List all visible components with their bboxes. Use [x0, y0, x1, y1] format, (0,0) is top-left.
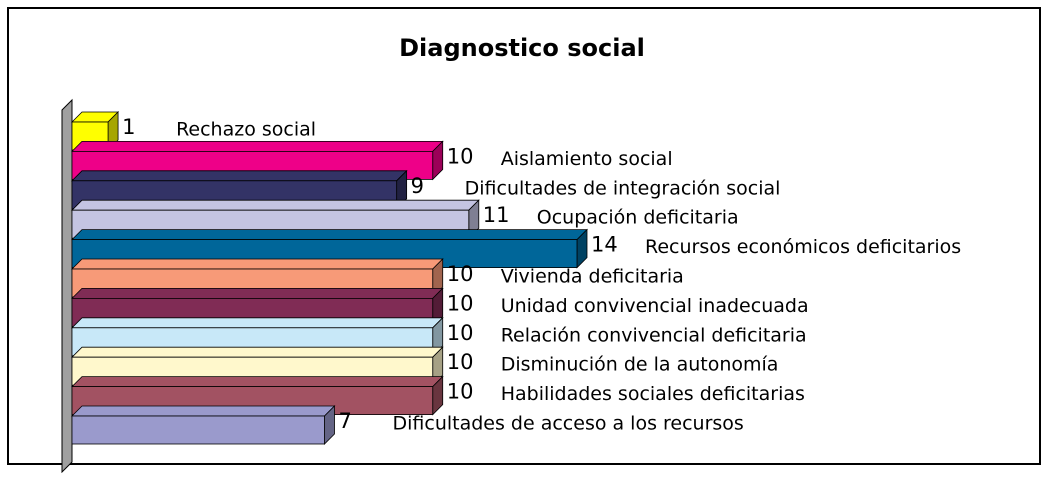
value-label: 11: [483, 203, 510, 227]
bar-top: [71, 317, 444, 329]
category-label: Dificultades de acceso a los recursos: [393, 413, 744, 435]
value-label: 7: [339, 409, 352, 433]
value-label: 1: [122, 115, 135, 139]
bar-top: [71, 140, 444, 152]
bar-top: [71, 258, 444, 270]
bar-side-shade: [432, 288, 443, 327]
bar-top: [71, 376, 444, 388]
value-label: 10: [447, 350, 474, 374]
value-label: 10: [447, 380, 474, 404]
bar-top: [71, 346, 444, 358]
category-label: Unidad convivencial inadecuada: [501, 295, 809, 317]
category-label: Rechazo social: [176, 119, 316, 141]
wall: [61, 98, 73, 474]
bar-side-shade: [324, 406, 335, 444]
bar-side-shade: [468, 200, 479, 239]
value-label: 9: [411, 174, 424, 198]
bar-side-shade: [396, 170, 407, 209]
bar-side-shade: [432, 259, 443, 297]
bar-top: [71, 199, 480, 211]
chart-title: Diagnostico social: [399, 34, 645, 62]
bar-top: [71, 229, 588, 241]
bar-side-shade: [108, 112, 119, 150]
bar-side-shade: [432, 376, 443, 415]
bar-side-shade: [432, 347, 443, 386]
bar-top: [71, 405, 336, 417]
category-label: Vivienda deficitaria: [501, 266, 684, 288]
bar-side-shade: [577, 229, 587, 268]
category-label: Disminución de la autonomía: [501, 354, 779, 376]
value-label: 10: [447, 291, 474, 315]
bar-side-shade: [432, 317, 443, 356]
value-label: 10: [447, 262, 474, 286]
value-label: 10: [447, 321, 474, 345]
value-label: 14: [591, 233, 618, 257]
value-label: 10: [447, 144, 474, 168]
category-label: Habilidades sociales deficitarias: [501, 383, 805, 405]
category-label: Dificultades de integración social: [465, 177, 781, 199]
bar: [71, 415, 325, 445]
category-label: Recursos económicos deficitarios: [645, 236, 961, 258]
bar-top: [71, 170, 408, 182]
category-label: Aislamiento social: [501, 148, 673, 170]
bar-top: [71, 287, 444, 299]
bar-side-shade: [432, 141, 443, 180]
category-label: Relación convivencial deficitaria: [501, 324, 807, 346]
category-label: Ocupación deficitaria: [537, 207, 739, 229]
